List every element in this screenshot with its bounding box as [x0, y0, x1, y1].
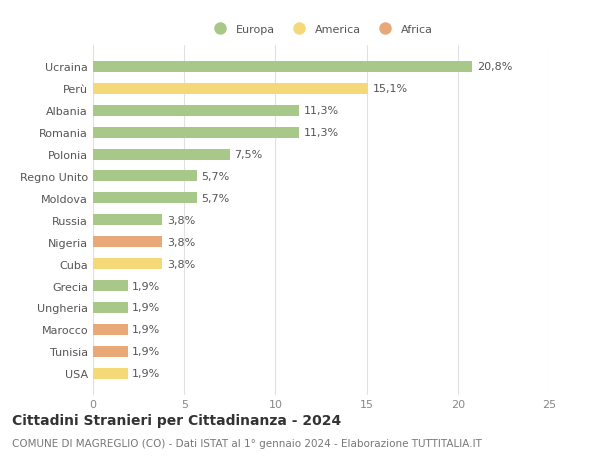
Bar	[93, 84, 368, 95]
Bar	[93, 171, 197, 182]
Text: 5,7%: 5,7%	[202, 193, 230, 203]
Text: 1,9%: 1,9%	[132, 303, 160, 313]
Text: 5,7%: 5,7%	[202, 172, 230, 182]
Text: 1,9%: 1,9%	[132, 369, 160, 378]
Text: 7,5%: 7,5%	[235, 150, 263, 160]
Bar	[93, 302, 128, 313]
Bar	[93, 62, 472, 73]
Bar	[93, 258, 163, 269]
Text: 11,3%: 11,3%	[304, 106, 339, 116]
Text: COMUNE DI MAGREGLIO (CO) - Dati ISTAT al 1° gennaio 2024 - Elaborazione TUTTITAL: COMUNE DI MAGREGLIO (CO) - Dati ISTAT al…	[12, 438, 482, 448]
Text: 3,8%: 3,8%	[167, 215, 195, 225]
Text: 11,3%: 11,3%	[304, 128, 339, 138]
Text: 1,9%: 1,9%	[132, 281, 160, 291]
Text: Cittadini Stranieri per Cittadinanza - 2024: Cittadini Stranieri per Cittadinanza - 2…	[12, 413, 341, 427]
Bar	[93, 127, 299, 138]
Bar	[93, 346, 128, 357]
Legend: Europa, America, Africa: Europa, America, Africa	[205, 20, 437, 39]
Text: 20,8%: 20,8%	[477, 62, 512, 72]
Bar	[93, 368, 128, 379]
Text: 3,8%: 3,8%	[167, 259, 195, 269]
Text: 15,1%: 15,1%	[373, 84, 408, 94]
Bar	[93, 324, 128, 335]
Bar	[93, 237, 163, 248]
Text: 1,9%: 1,9%	[132, 347, 160, 357]
Bar	[93, 215, 163, 226]
Bar	[93, 106, 299, 117]
Bar	[93, 149, 230, 160]
Bar	[93, 280, 128, 291]
Text: 1,9%: 1,9%	[132, 325, 160, 335]
Bar	[93, 193, 197, 204]
Text: 3,8%: 3,8%	[167, 237, 195, 247]
